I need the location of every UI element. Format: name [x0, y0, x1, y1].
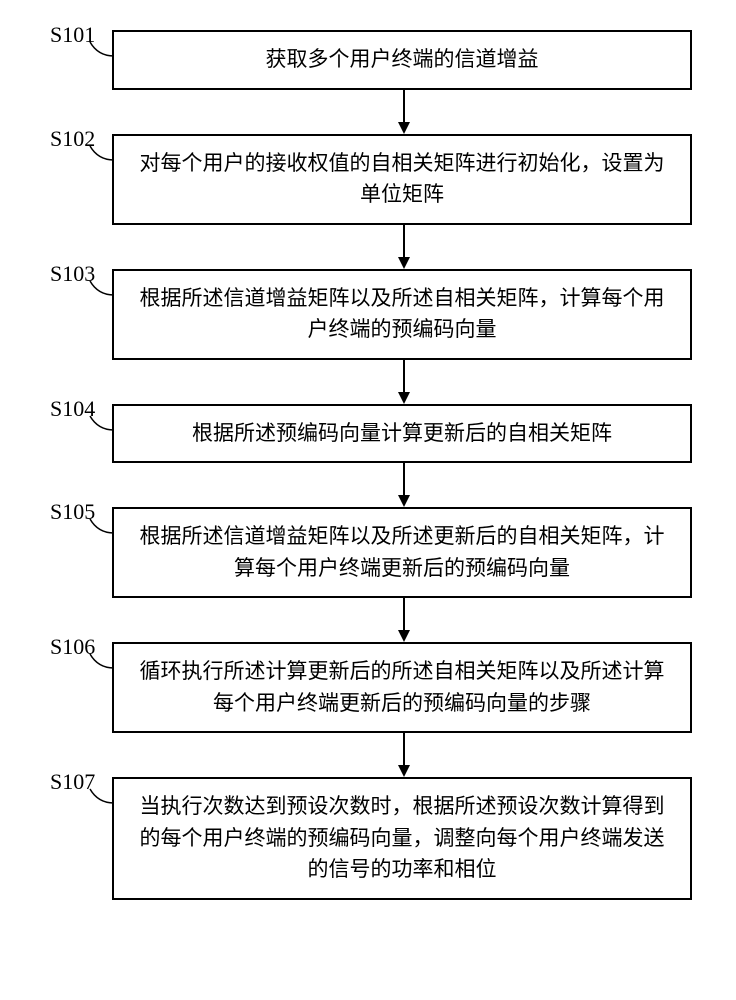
step-box-s104: 根据所述预编码向量计算更新后的自相关矩阵 [112, 404, 692, 464]
arrow-4 [40, 463, 696, 507]
step-label-s105: S105 [50, 499, 95, 525]
step-s103-container: S103 根据所述信道增益矩阵以及所述自相关矩阵，计算每个用户终端的预编码向量 [40, 269, 696, 360]
step-label-s104: S104 [50, 396, 95, 422]
step-box-s106: 循环执行所述计算更新后的所述自相关矩阵以及所述计算每个用户终端更新后的预编码向量… [112, 642, 692, 733]
arrow-5 [40, 598, 696, 642]
step-s101-container: S101 获取多个用户终端的信道增益 [40, 30, 696, 90]
step-box-s101: 获取多个用户终端的信道增益 [112, 30, 692, 90]
flowchart-container: S101 获取多个用户终端的信道增益 S102 对每个用户的接收权值的自相关矩阵… [0, 0, 736, 1000]
arrow-6 [40, 733, 696, 777]
arrow-1 [40, 90, 696, 134]
step-s104-container: S104 根据所述预编码向量计算更新后的自相关矩阵 [40, 404, 696, 464]
step-s107-container: S107 当执行次数达到预设次数时，根据所述预设次数计算得到的每个用户终端的预编… [40, 777, 696, 900]
step-s105-container: S105 根据所述信道增益矩阵以及所述更新后的自相关矩阵，计算每个用户终端更新后… [40, 507, 696, 598]
step-s106-container: S106 循环执行所述计算更新后的所述自相关矩阵以及所述计算每个用户终端更新后的… [40, 642, 696, 733]
step-label-s107: S107 [50, 769, 95, 795]
arrow-2 [40, 225, 696, 269]
arrow-3 [40, 360, 696, 404]
step-box-s102: 对每个用户的接收权值的自相关矩阵进行初始化，设置为单位矩阵 [112, 134, 692, 225]
step-label-s103: S103 [50, 261, 95, 287]
step-label-s106: S106 [50, 634, 95, 660]
step-box-s105: 根据所述信道增益矩阵以及所述更新后的自相关矩阵，计算每个用户终端更新后的预编码向… [112, 507, 692, 598]
step-box-s107: 当执行次数达到预设次数时，根据所述预设次数计算得到的每个用户终端的预编码向量，调… [112, 777, 692, 900]
step-label-s101: S101 [50, 22, 95, 48]
step-box-s103: 根据所述信道增益矩阵以及所述自相关矩阵，计算每个用户终端的预编码向量 [112, 269, 692, 360]
step-label-s102: S102 [50, 126, 95, 152]
step-s102-container: S102 对每个用户的接收权值的自相关矩阵进行初始化，设置为单位矩阵 [40, 134, 696, 225]
